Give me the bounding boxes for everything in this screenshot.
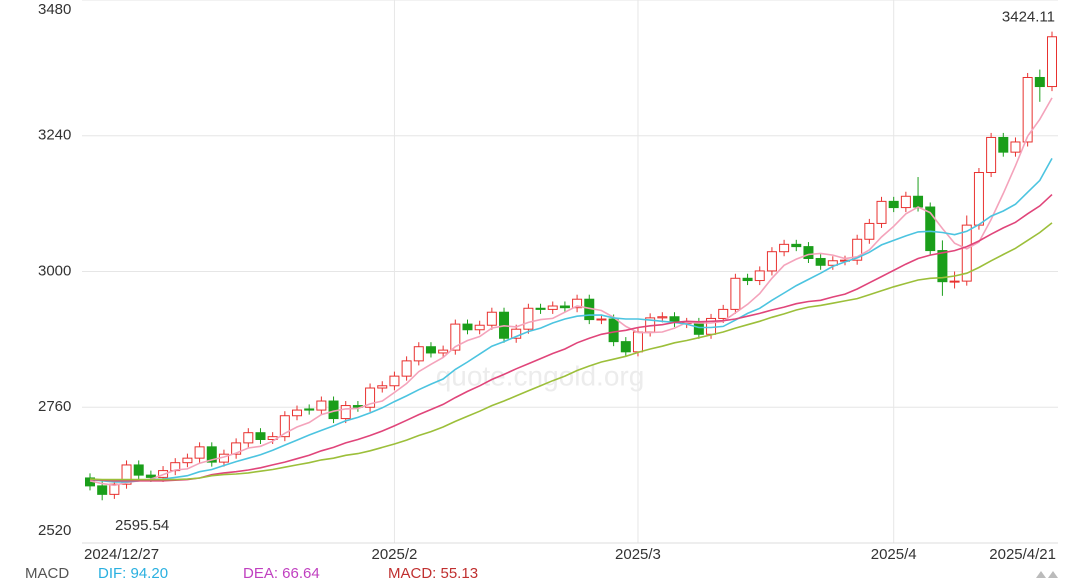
x-tick-label: 2025/3 bbox=[615, 546, 661, 563]
candle-body bbox=[730, 277, 741, 310]
candle-body bbox=[474, 324, 485, 331]
candle-body bbox=[986, 136, 997, 174]
candle-body bbox=[97, 485, 108, 495]
ma-line bbox=[89, 222, 1053, 481]
macd-readout: DEA: 66.64 bbox=[243, 565, 320, 582]
candle-body bbox=[486, 311, 497, 326]
candle-body bbox=[766, 251, 777, 272]
x-tick-label: 2025/4/21 bbox=[989, 546, 1056, 563]
candle-body bbox=[365, 387, 376, 408]
candle-body bbox=[377, 385, 388, 389]
y-tick-label: 3480 bbox=[38, 1, 71, 18]
candle-body bbox=[742, 277, 753, 282]
candle-body bbox=[292, 409, 303, 417]
candle-body bbox=[572, 298, 583, 309]
candle-body bbox=[279, 415, 290, 438]
candle-body bbox=[620, 341, 631, 353]
candle-body bbox=[754, 270, 765, 282]
candle-body bbox=[1010, 141, 1021, 153]
ma-line bbox=[89, 194, 1053, 482]
candle-body bbox=[998, 136, 1009, 153]
candle-body bbox=[438, 349, 449, 354]
min-label: 2595.54 bbox=[115, 517, 169, 534]
candle-body bbox=[145, 474, 156, 478]
candle-body bbox=[657, 316, 668, 319]
candle-body bbox=[632, 331, 643, 353]
candle-body bbox=[559, 305, 570, 309]
candle-body bbox=[316, 400, 327, 411]
nav-arrows bbox=[1036, 571, 1058, 578]
candle-body bbox=[413, 346, 424, 362]
candle-body bbox=[961, 224, 972, 282]
y-tick-label: 2760 bbox=[38, 398, 71, 415]
candle-body bbox=[596, 318, 607, 321]
candle-body bbox=[791, 243, 802, 248]
candle-body bbox=[803, 246, 814, 259]
candle-body bbox=[608, 318, 619, 343]
candle-body bbox=[925, 206, 936, 252]
macd-readout: MACD bbox=[25, 565, 69, 582]
candle-body bbox=[450, 323, 461, 351]
candle-body bbox=[1034, 76, 1045, 88]
candle-body bbox=[206, 446, 217, 463]
candle-body bbox=[937, 250, 948, 283]
candle-body bbox=[511, 328, 522, 339]
plot bbox=[85, 31, 1057, 501]
candle-body bbox=[389, 375, 400, 387]
candle-body bbox=[888, 200, 899, 209]
candle-body bbox=[693, 321, 704, 335]
candle-body bbox=[547, 305, 558, 310]
candle-body bbox=[876, 200, 887, 224]
candle-body bbox=[1022, 76, 1033, 143]
grid bbox=[82, 0, 1058, 544]
candle-body bbox=[194, 446, 205, 459]
candle-body bbox=[243, 432, 254, 444]
x-tick-label: 2025/2 bbox=[371, 546, 417, 563]
candle-body bbox=[304, 408, 315, 411]
candle-body bbox=[425, 346, 436, 354]
candle-body bbox=[535, 307, 546, 310]
y-tick-label: 3000 bbox=[38, 262, 71, 279]
x-tick-label: 2024/12/27 bbox=[84, 546, 159, 563]
candle-body bbox=[718, 308, 729, 319]
candle-body bbox=[973, 172, 984, 226]
candle-body bbox=[133, 464, 144, 476]
macd-readout: MACD: 55.13 bbox=[388, 565, 478, 582]
ma-line bbox=[89, 158, 1053, 483]
candle-body bbox=[949, 280, 960, 283]
candle-body bbox=[827, 260, 838, 266]
x-tick-label: 2025/4 bbox=[871, 546, 917, 563]
candle-body bbox=[182, 457, 193, 464]
candle-body bbox=[852, 238, 863, 261]
candle-body bbox=[109, 483, 120, 495]
labels: 2520 2760 3000 3240 3480 2024/12/27 2025/2 2025… bbox=[25, 1, 1056, 582]
candle-body bbox=[815, 257, 826, 266]
macd-readout: DIF: 94.20 bbox=[98, 565, 168, 582]
candle-body bbox=[340, 405, 351, 420]
candle-body bbox=[401, 360, 412, 377]
candle-body bbox=[231, 442, 242, 455]
ma-line bbox=[89, 97, 1053, 487]
candle-body bbox=[462, 323, 473, 331]
candle-body bbox=[523, 307, 534, 330]
candle-body bbox=[1047, 36, 1057, 88]
candle-body bbox=[913, 195, 924, 208]
y-tick-label: 3240 bbox=[38, 127, 71, 144]
y-tick-label: 2520 bbox=[38, 522, 71, 539]
candle-body bbox=[900, 195, 911, 209]
candle-body bbox=[121, 464, 132, 485]
candle-body bbox=[864, 222, 875, 240]
candle-body bbox=[779, 243, 790, 253]
max-label: 3424.11 bbox=[1002, 9, 1055, 26]
candle-body bbox=[255, 432, 266, 440]
